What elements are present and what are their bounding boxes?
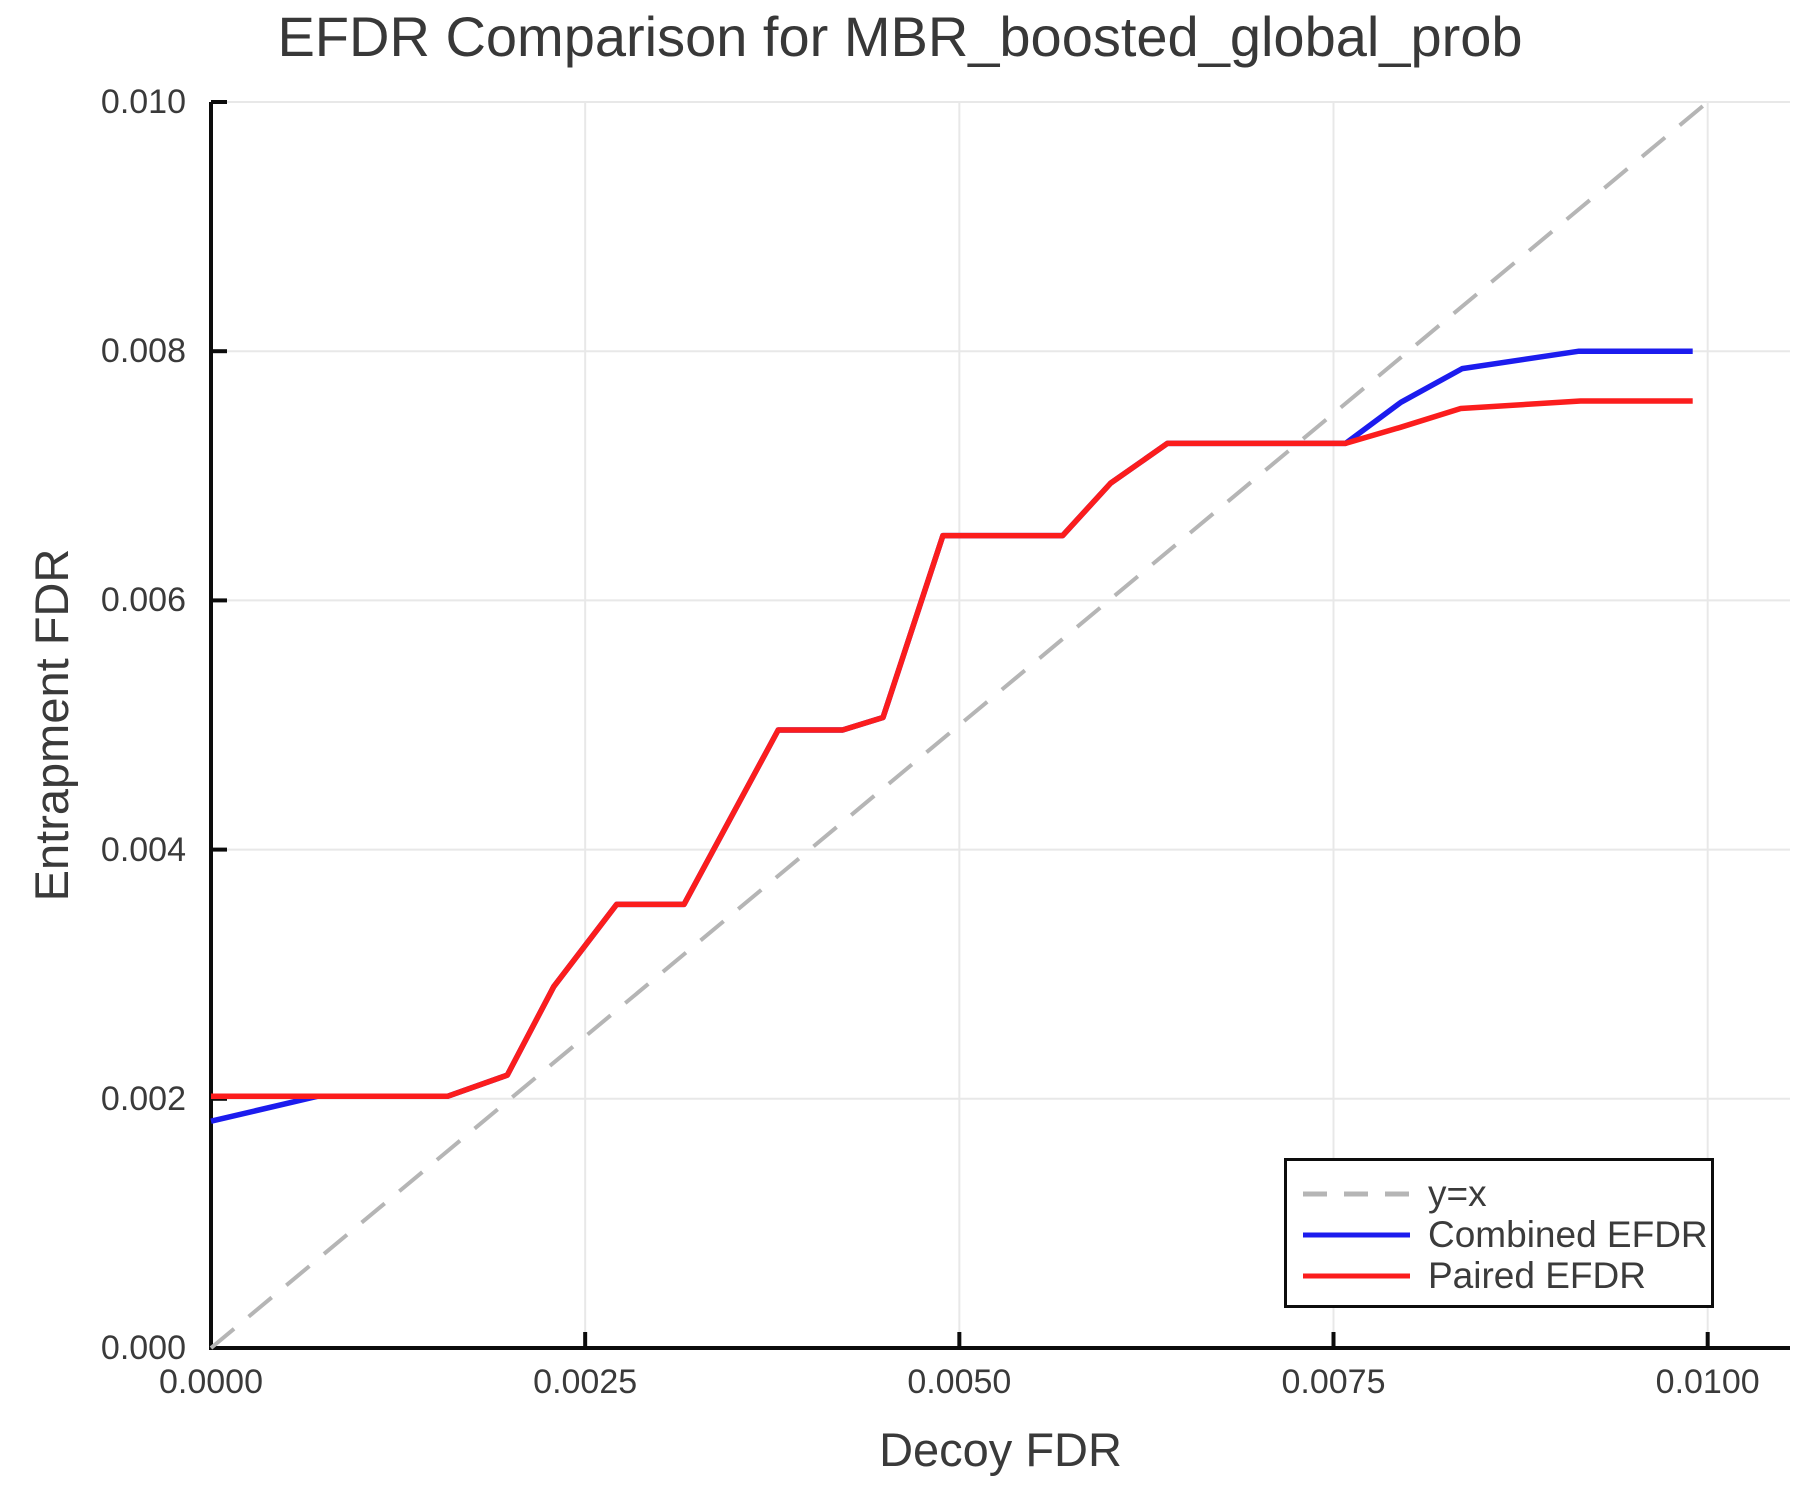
legend-entry-identity: y=x [1303,1173,1701,1214]
legend-swatch-combined [1303,1232,1410,1238]
paired-line [211,398,1693,1100]
legend: y=x Combined EFDR Paired EFDR [1284,1158,1714,1308]
legend-swatch-paired [1303,1273,1410,1279]
legend-swatch-identity [1303,1191,1410,1197]
combined-line [210,348,1693,1124]
x-tick-label: 0.0100 [1655,1363,1760,1401]
legend-entry-paired: Paired EFDR [1303,1255,1701,1296]
x-tick-label: 0.0000 [159,1363,263,1401]
x-tick-label: 0.0050 [907,1363,1012,1401]
y-tick-label: 0.004 [100,830,186,869]
legend-label-combined: Combined EFDR [1428,1214,1708,1255]
y-tick-label: 0.008 [100,332,186,371]
x-tick-label: 0.0025 [533,1363,638,1401]
legend-label-identity: y=x [1428,1173,1487,1214]
x-axis-label: Decoy FDR [879,1423,1122,1476]
x-tick-label: 0.0075 [1281,1363,1386,1401]
y-tick-label: 0.006 [100,581,186,620]
y-tick-label: 0.002 [100,1079,186,1118]
legend-entry-combined: Combined EFDR [1303,1214,1708,1255]
legend-label-paired: Paired EFDR [1428,1255,1646,1296]
chart-title: EFDR Comparison for MBR_boosted_global_p… [277,5,1523,68]
y-tick-label: 0.000 [100,1329,186,1367]
y-axis-label: Entrapment FDR [25,548,78,902]
identity-line [209,100,1709,1350]
y-tick-label: 0.010 [100,83,186,121]
